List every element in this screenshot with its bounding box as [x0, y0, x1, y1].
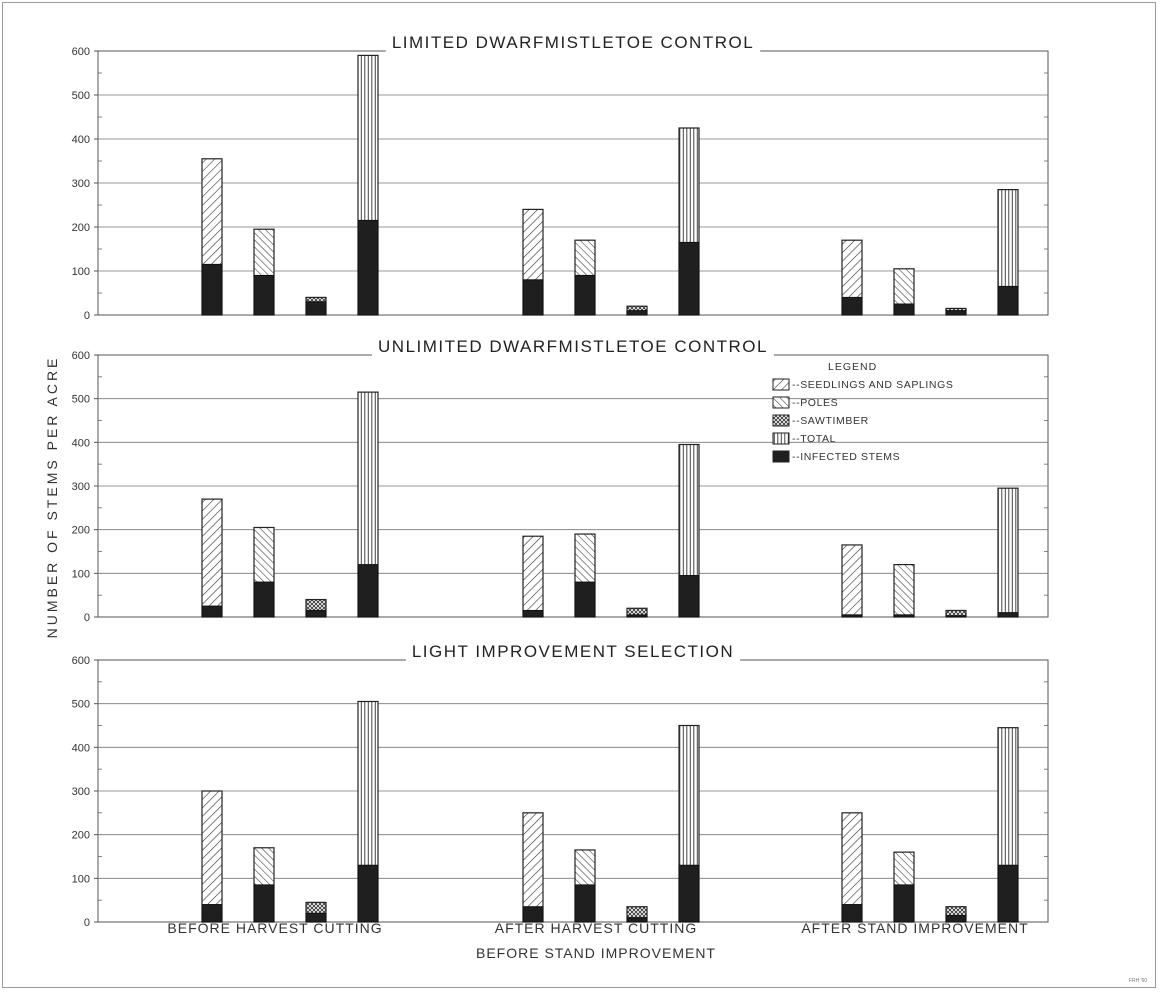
panel-title-bg	[372, 335, 774, 358]
x-label-before-harvest: BEFORE HARVEST CUTTING	[167, 920, 382, 936]
bar-infected-total	[357, 219, 379, 316]
x-label-after-harvest-line2: BEFORE STAND IMPROVEMENT	[476, 945, 716, 961]
bar-infected-poles	[893, 884, 915, 923]
bar-infected-sawtimber	[305, 609, 327, 618]
legend-label-seedlings: --SEEDLINGS AND SAPLINGS	[792, 379, 953, 391]
panel-title: UNLIMITED DWARFMISTLETOE CONTROL	[378, 337, 768, 356]
legend-swatch-poles	[772, 396, 790, 409]
bar-infected-sawtimber	[626, 310, 648, 316]
y-tick-label: 500	[72, 90, 90, 102]
y-tick-label: 600	[72, 46, 90, 58]
corner-mark: FRH '60	[1129, 978, 1147, 984]
bar-infected-poles	[574, 581, 596, 618]
x-label-after-harvest: AFTER HARVEST CUTTING	[495, 920, 698, 936]
bar-infected-seedlings	[201, 263, 223, 316]
legend-label-poles: --POLES	[792, 397, 838, 409]
bar-infected-sawtimber	[305, 301, 327, 316]
y-tick-label: 100	[72, 266, 90, 278]
bar-infected-poles	[893, 303, 915, 316]
y-tick-label: 200	[72, 830, 90, 842]
bar-infected-seedlings	[522, 279, 544, 316]
legend-swatch-sawtimber	[772, 414, 790, 427]
bar-infected-sawtimber	[945, 615, 967, 618]
bar-infected-total	[678, 575, 700, 618]
bar-infected-sawtimber	[305, 912, 327, 923]
bar-infected-total	[678, 241, 700, 316]
bar-infected-sawtimber	[626, 614, 648, 618]
bar-infected-sawtimber	[626, 917, 648, 923]
panel-1: 0 100 200 300 400 500 600 LIMITED DWARFMISTLETO…	[72, 31, 1049, 322]
y-tick-label: 500	[72, 394, 90, 406]
legend-label-infected: --INFECTED STEMS	[792, 451, 900, 463]
bar-infected-total	[997, 864, 1019, 923]
y-tick-label: 400	[72, 437, 90, 449]
bar-infected-seedlings	[522, 906, 544, 923]
bar-infected-seedlings	[201, 605, 223, 618]
bar-infected-seedlings	[841, 904, 863, 923]
panel-title: LIMITED DWARFMISTLETOE CONTROL	[392, 33, 754, 52]
legend-swatch-seedlings	[772, 378, 790, 391]
bar-infected-total	[678, 864, 700, 923]
legend-swatch-total	[772, 432, 790, 445]
legend-label-total: --TOTAL	[792, 433, 836, 445]
bar-poles	[893, 563, 915, 618]
y-axis-label: NUMBER OF STEMS PER ACRE	[44, 356, 60, 639]
bar-infected-sawtimber	[945, 914, 967, 923]
bar-infected-total	[997, 285, 1019, 316]
bar-infected-total	[357, 864, 379, 923]
bar-seedlings	[841, 544, 863, 618]
y-tick-label: 400	[72, 742, 90, 754]
bar-seedlings	[522, 812, 544, 923]
y-tick-label: 600	[72, 350, 90, 362]
x-label-after-stand-improvement: AFTER STAND IMPROVEMENT	[801, 920, 1028, 936]
y-tick-label: 300	[72, 178, 90, 190]
legend-swatch-infected	[772, 450, 790, 463]
y-tick-label: 500	[72, 699, 90, 711]
bar-infected-seedlings	[201, 904, 223, 923]
bar-infected-seedlings	[841, 296, 863, 316]
y-tick-label: 600	[72, 655, 90, 667]
x-axis-labels: BEFORE HARVEST CUTTING AFTER HARVEST CUT…	[167, 920, 1028, 961]
bar-infected-sawtimber	[945, 310, 967, 316]
bar-total	[997, 487, 1019, 618]
y-tick-label: 0	[84, 310, 90, 322]
bar-infected-total	[997, 612, 1019, 618]
panel-title: LIGHT IMPROVEMENT SELECTION	[412, 642, 734, 661]
y-tick-label: 100	[72, 873, 90, 885]
y-tick-label: 100	[72, 568, 90, 580]
y-tick-label: 200	[72, 222, 90, 234]
y-tick-label: 0	[84, 612, 90, 624]
y-tick-label: 0	[84, 917, 90, 929]
bar-infected-poles	[574, 884, 596, 923]
y-tick-label: 400	[72, 134, 90, 146]
y-tick-label: 200	[72, 525, 90, 537]
bar-infected-poles	[893, 614, 915, 618]
bar-seedlings	[201, 498, 223, 618]
bar-infected-total	[357, 564, 379, 618]
bar-seedlings	[522, 535, 544, 618]
panel-title-bg	[405, 640, 741, 663]
bar-infected-poles	[574, 274, 596, 316]
legend: LEGEND --SEEDLINGS AND SAPLINGS --POLES --…	[772, 361, 953, 463]
bar-infected-seedlings	[841, 614, 863, 618]
legend-title: LEGEND	[828, 361, 877, 373]
panel-2: 0 100 200 300 400 500 600 UNLIMITED DWARFMISTLE…	[72, 335, 1049, 624]
chart-panels: 0 100 200 300 400 500 600 LIMITED DWARFMISTLETO…	[72, 31, 1049, 929]
bar-infected-poles	[253, 884, 275, 923]
bar-seedlings	[201, 790, 223, 923]
bar-infected-poles	[253, 274, 275, 316]
legend-label-sawtimber: --SAWTIMBER	[792, 415, 869, 427]
y-tick-label: 300	[72, 481, 90, 493]
bar-infected-seedlings	[522, 609, 544, 618]
y-tick-label: 300	[72, 786, 90, 798]
panel-3: 0 100 200 300 400 500 600 LIGHT IMPROVEMENT SEL…	[72, 640, 1049, 929]
bar-infected-poles	[253, 581, 275, 618]
panel-title-bg	[385, 31, 761, 54]
